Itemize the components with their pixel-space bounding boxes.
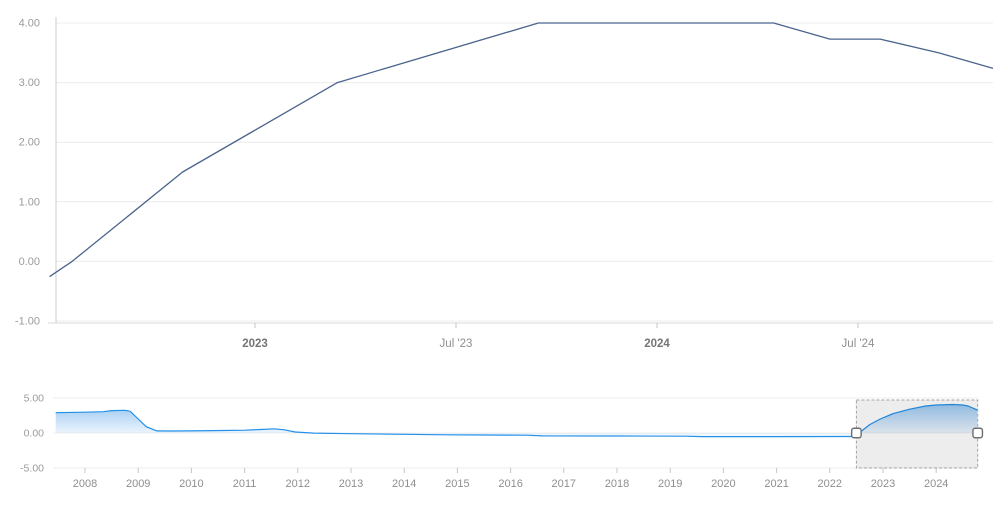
nav-year-label: 2017 <box>552 478 576 490</box>
nav-year-label: 2016 <box>498 478 522 490</box>
range-handle-right[interactable] <box>972 427 984 439</box>
nav-year-label: 2014 <box>392 478 416 490</box>
main-x-tick-label: Jul '24 <box>842 338 875 350</box>
nav-y-tick-label: 0.00 <box>24 428 45 440</box>
nav-year-label: 2024 <box>924 478 948 490</box>
main-x-tick-label: 2023 <box>242 338 268 350</box>
nav-year-label: 2012 <box>286 478 310 490</box>
range-handle-left[interactable] <box>850 427 862 439</box>
nav-year-label: 2023 <box>871 478 895 490</box>
nav-year-label: 2020 <box>711 478 735 490</box>
main-y-tick-label: 4.00 <box>19 18 40 30</box>
main-chart: 4.00 3.00 2.00 1.00 0.00 -1.00 2023 Jul '23 2024… <box>15 17 993 350</box>
main-y-tick-label: 2.00 <box>19 137 40 149</box>
nav-series-line <box>55 403 978 438</box>
main-chart-svg: 4.00 3.00 2.00 1.00 0.00 -1.00 2023 Jul '23 2024… <box>15 17 993 350</box>
main-y-tick-label: 0.00 <box>19 256 40 268</box>
nav-year-label: 2015 <box>445 478 469 490</box>
nav-year-label: 2019 <box>658 478 682 490</box>
main-y-tick-label: 3.00 <box>19 77 40 89</box>
nav-chart-svg: 5.00 0.00 -5.00 2008 2009 2010 2011 2012 2013 201… <box>20 393 984 490</box>
range-selection[interactable] <box>855 399 979 469</box>
nav-area-fill <box>55 404 978 437</box>
nav-y-tick-label: -5.00 <box>20 463 44 475</box>
nav-year-label: 2013 <box>339 478 363 490</box>
main-y-tick-label: 1.00 <box>19 196 40 208</box>
main-y-tick-label: -1.00 <box>15 316 40 328</box>
main-series-line <box>49 22 993 277</box>
nav-year-label: 2018 <box>605 478 629 490</box>
nav-year-label: 2021 <box>764 478 788 490</box>
nav-year-label: 2022 <box>818 478 842 490</box>
nav-year-label: 2008 <box>73 478 97 490</box>
nav-y-tick-label: 5.00 <box>24 393 45 405</box>
range-selector-chart: 5.00 0.00 -5.00 2008 2009 2010 2011 2012 2013 201… <box>0 360 993 520</box>
main-x-tick-label: Jul '23 <box>440 338 473 350</box>
nav-year-label: 2009 <box>126 478 150 490</box>
nav-year-label: 2011 <box>233 478 257 490</box>
nav-year-label: 2010 <box>179 478 203 490</box>
main-x-tick-label: 2024 <box>644 338 670 350</box>
